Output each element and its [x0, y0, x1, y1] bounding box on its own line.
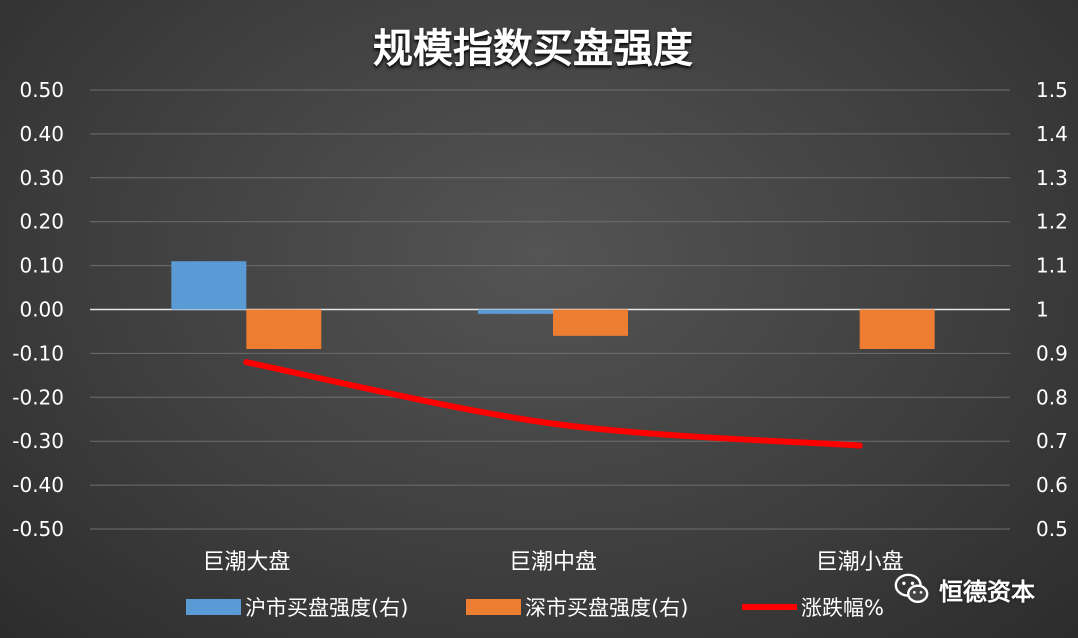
legend-label: 沪市买盘强度(右) [245, 596, 408, 620]
left-tick-label: -0.50 [12, 517, 64, 541]
category-label: 巨潮大盘 [202, 550, 290, 575]
left-tick-label: -0.30 [12, 429, 64, 453]
left-tick-label: -0.20 [12, 385, 64, 409]
line-series-group [243, 359, 863, 449]
left-tick-label: 0.40 [19, 122, 64, 146]
right-tick-label: 1.1 [1036, 254, 1068, 278]
watermark-text: 恒德资本 [939, 577, 1035, 606]
right-axis-ticks: 1.5 1.4 1.3 1.2 1.1 1 0.9 0.8 0.7 0.6 0.5 [1036, 78, 1068, 541]
line-point [550, 420, 556, 427]
legend-label: 涨跌幅% [801, 596, 884, 620]
left-tick-label: 0.20 [19, 210, 64, 234]
bar [171, 261, 247, 310]
chart-title: 规模指数买盘强度 [373, 26, 693, 72]
category-label: 巨潮小盘 [816, 550, 904, 575]
left-tick-label: 0.50 [19, 78, 64, 102]
left-axis-ticks: 0.50 0.40 0.30 0.20 0.10 0.00 -0.10 -0.20 -0.30 -… [12, 78, 64, 541]
bar [553, 309, 628, 336]
watermark: 恒德资本 [893, 570, 1035, 608]
bars-group [171, 261, 935, 350]
left-tick-label: 0.00 [19, 298, 64, 322]
right-tick-label: 0.7 [1036, 429, 1068, 453]
left-tick-label: -0.40 [12, 473, 64, 497]
right-tick-label: 0.5 [1036, 517, 1068, 541]
left-tick-label: 0.10 [19, 254, 64, 278]
right-tick-label: 0.9 [1036, 341, 1068, 365]
bar [246, 309, 322, 350]
bar [478, 309, 553, 314]
left-tick-label: 0.30 [19, 166, 64, 190]
left-tick-label: -0.10 [12, 341, 64, 365]
right-tick-label: 0.8 [1036, 385, 1068, 409]
legend-swatch [466, 599, 521, 615]
line-point [856, 442, 863, 449]
legend-swatch [186, 599, 241, 615]
line-point [243, 359, 250, 366]
wechat-icon [894, 573, 929, 604]
right-tick-label: 1.5 [1036, 78, 1068, 102]
right-tick-label: 0.6 [1036, 473, 1068, 497]
category-labels: 巨潮大盘 巨潮中盘 巨潮小盘 [202, 550, 903, 575]
category-label: 巨潮中盘 [509, 550, 597, 575]
legend: 沪市买盘强度(右) 深市买盘强度(右) 涨跌幅% [186, 596, 884, 620]
bar [859, 309, 935, 350]
right-tick-label: 1.4 [1036, 122, 1068, 146]
right-tick-label: 1.2 [1036, 210, 1068, 234]
right-tick-label: 1.3 [1036, 166, 1068, 190]
right-tick-label: 1 [1036, 298, 1049, 322]
line-series [243, 359, 863, 449]
legend-label: 深市买盘强度(右) [525, 596, 688, 620]
